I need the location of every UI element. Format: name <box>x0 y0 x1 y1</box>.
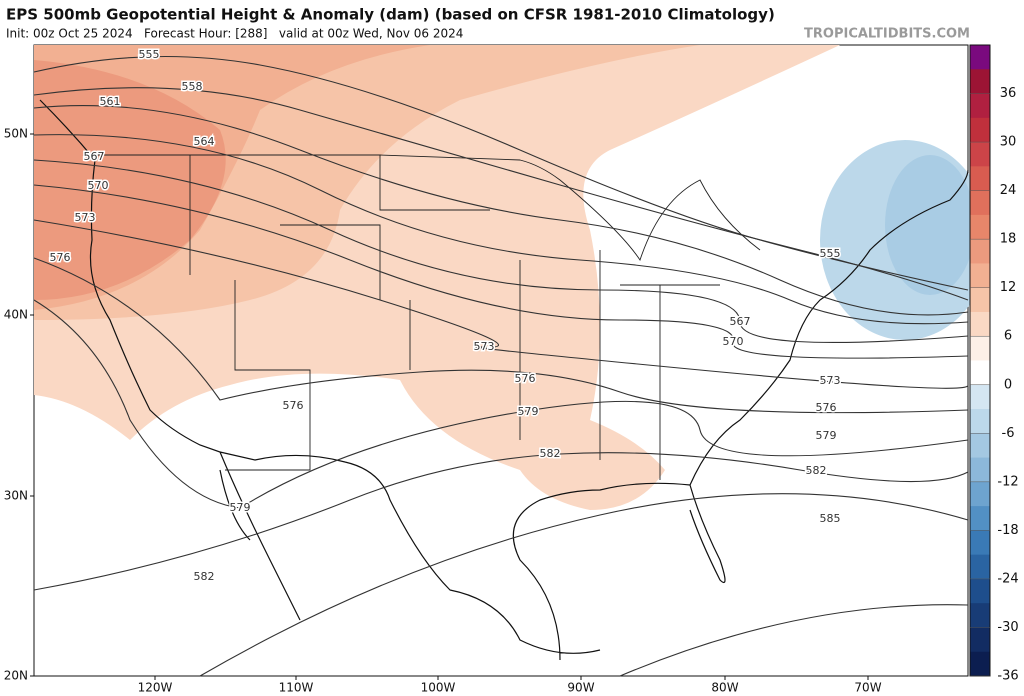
contour-line <box>33 219 969 389</box>
colorbar-segment <box>970 651 990 677</box>
contour-line <box>33 87 969 301</box>
colorbar-segment <box>970 384 990 410</box>
contour-label: 567 <box>84 150 105 163</box>
colorbar-segment <box>970 506 990 531</box>
colorbar-label: 12 <box>1000 280 1017 295</box>
contour-line <box>33 257 969 414</box>
positive-anomaly <box>34 60 226 300</box>
colorbar-label: 30 <box>1000 135 1017 150</box>
negative-anomaly <box>885 155 975 295</box>
colorbar-segment <box>970 311 990 337</box>
contour-label: 570 <box>88 179 109 192</box>
contour-line <box>33 184 969 359</box>
contour-label: 564 <box>194 135 215 148</box>
colorbar-label: 6 <box>1004 329 1012 344</box>
colorbar-segment <box>970 603 990 628</box>
lon-label: 120W <box>138 681 173 695</box>
contour-line <box>33 299 969 509</box>
contour-label: 555 <box>139 48 160 61</box>
colorbar-segment <box>970 190 990 216</box>
contour-label: 558 <box>182 80 203 93</box>
state-border <box>95 154 761 480</box>
lat-label: 40N <box>4 308 28 322</box>
contour-line <box>33 134 969 325</box>
coastline <box>39 99 969 661</box>
colorbar-segment <box>970 457 990 483</box>
colorbar-segment <box>970 45 990 70</box>
contour-label: 567 <box>730 315 751 328</box>
contour-label: 582 <box>194 570 215 583</box>
colorbar-segment <box>970 214 990 240</box>
contour-label: 555 <box>820 247 841 260</box>
colorbar-segment <box>970 409 990 434</box>
contour-label: 579 <box>816 429 837 442</box>
colorbar-label: 36 <box>1000 86 1017 101</box>
colorbar-label: -6 <box>1002 426 1015 441</box>
lat-label: 20N <box>4 669 28 683</box>
colorbar-segment <box>970 481 990 507</box>
contour-label: 579 <box>230 501 251 514</box>
colorbar-label: -24 <box>997 571 1018 586</box>
watermark: TROPICALTIDBITS.COM <box>804 27 970 42</box>
colorbar-segment <box>970 69 990 95</box>
lat-label: 30N <box>4 489 28 503</box>
contour-line <box>33 55 969 291</box>
title: EPS 500mb Geopotential Height & Anomaly … <box>6 6 775 24</box>
contour-label: 570 <box>723 335 744 348</box>
colorbar-segment <box>970 239 990 264</box>
contour-label: 576 <box>515 372 536 385</box>
contour-label: 573 <box>820 374 841 387</box>
colorbar-segment <box>970 360 990 386</box>
contour-label: 579 <box>518 405 539 418</box>
subtitle: Init: 00z Oct 25 2024 Forecast Hour: [28… <box>6 27 463 41</box>
colorbar-label: 18 <box>1000 232 1017 247</box>
colorbar-segment <box>970 117 990 143</box>
colorbar-label: -18 <box>997 523 1018 538</box>
colorbar-segment <box>970 263 990 289</box>
contour-label: 576 <box>816 401 837 414</box>
colorbar-segment <box>970 336 990 361</box>
lon-label: 80W <box>711 681 738 695</box>
contour-label: 573 <box>474 340 495 353</box>
contour-label: 582 <box>806 464 827 477</box>
colorbar-label: -12 <box>997 474 1018 489</box>
colorbar-segment <box>970 627 990 653</box>
contour-line <box>619 604 969 677</box>
contour-line <box>33 159 969 344</box>
lon-label: 90W <box>567 681 594 695</box>
contour-line <box>33 452 969 591</box>
contour-label: 576 <box>283 399 304 412</box>
colorbar-segment <box>970 433 990 459</box>
contour-label: 585 <box>820 512 841 525</box>
lon-label: 70W <box>854 681 881 695</box>
colorbar-label: 0 <box>1004 377 1012 392</box>
colorbar-segment <box>970 554 990 580</box>
contour-line <box>33 104 969 316</box>
lat-label: 50N <box>4 127 28 141</box>
contour-label: 576 <box>50 251 71 264</box>
colorbar-label: 24 <box>1000 183 1017 198</box>
contour-line <box>199 493 969 677</box>
contours <box>33 55 969 677</box>
colorbar-segment <box>970 166 990 192</box>
map <box>33 44 990 677</box>
colorbar-label: -36 <box>997 669 1018 684</box>
lon-label: 100W <box>421 681 456 695</box>
colorbar-segment <box>970 93 990 119</box>
colorbar-label: -30 <box>997 620 1018 635</box>
colorbar-segment <box>970 578 990 604</box>
colorbar-segment <box>970 530 990 556</box>
contour-label: 561 <box>100 95 121 108</box>
colorbar-segment <box>970 142 990 167</box>
contour-label: 573 <box>75 211 96 224</box>
colorbar-segment <box>970 287 990 313</box>
contour-label: 582 <box>540 447 561 460</box>
lon-label: 110W <box>279 681 314 695</box>
